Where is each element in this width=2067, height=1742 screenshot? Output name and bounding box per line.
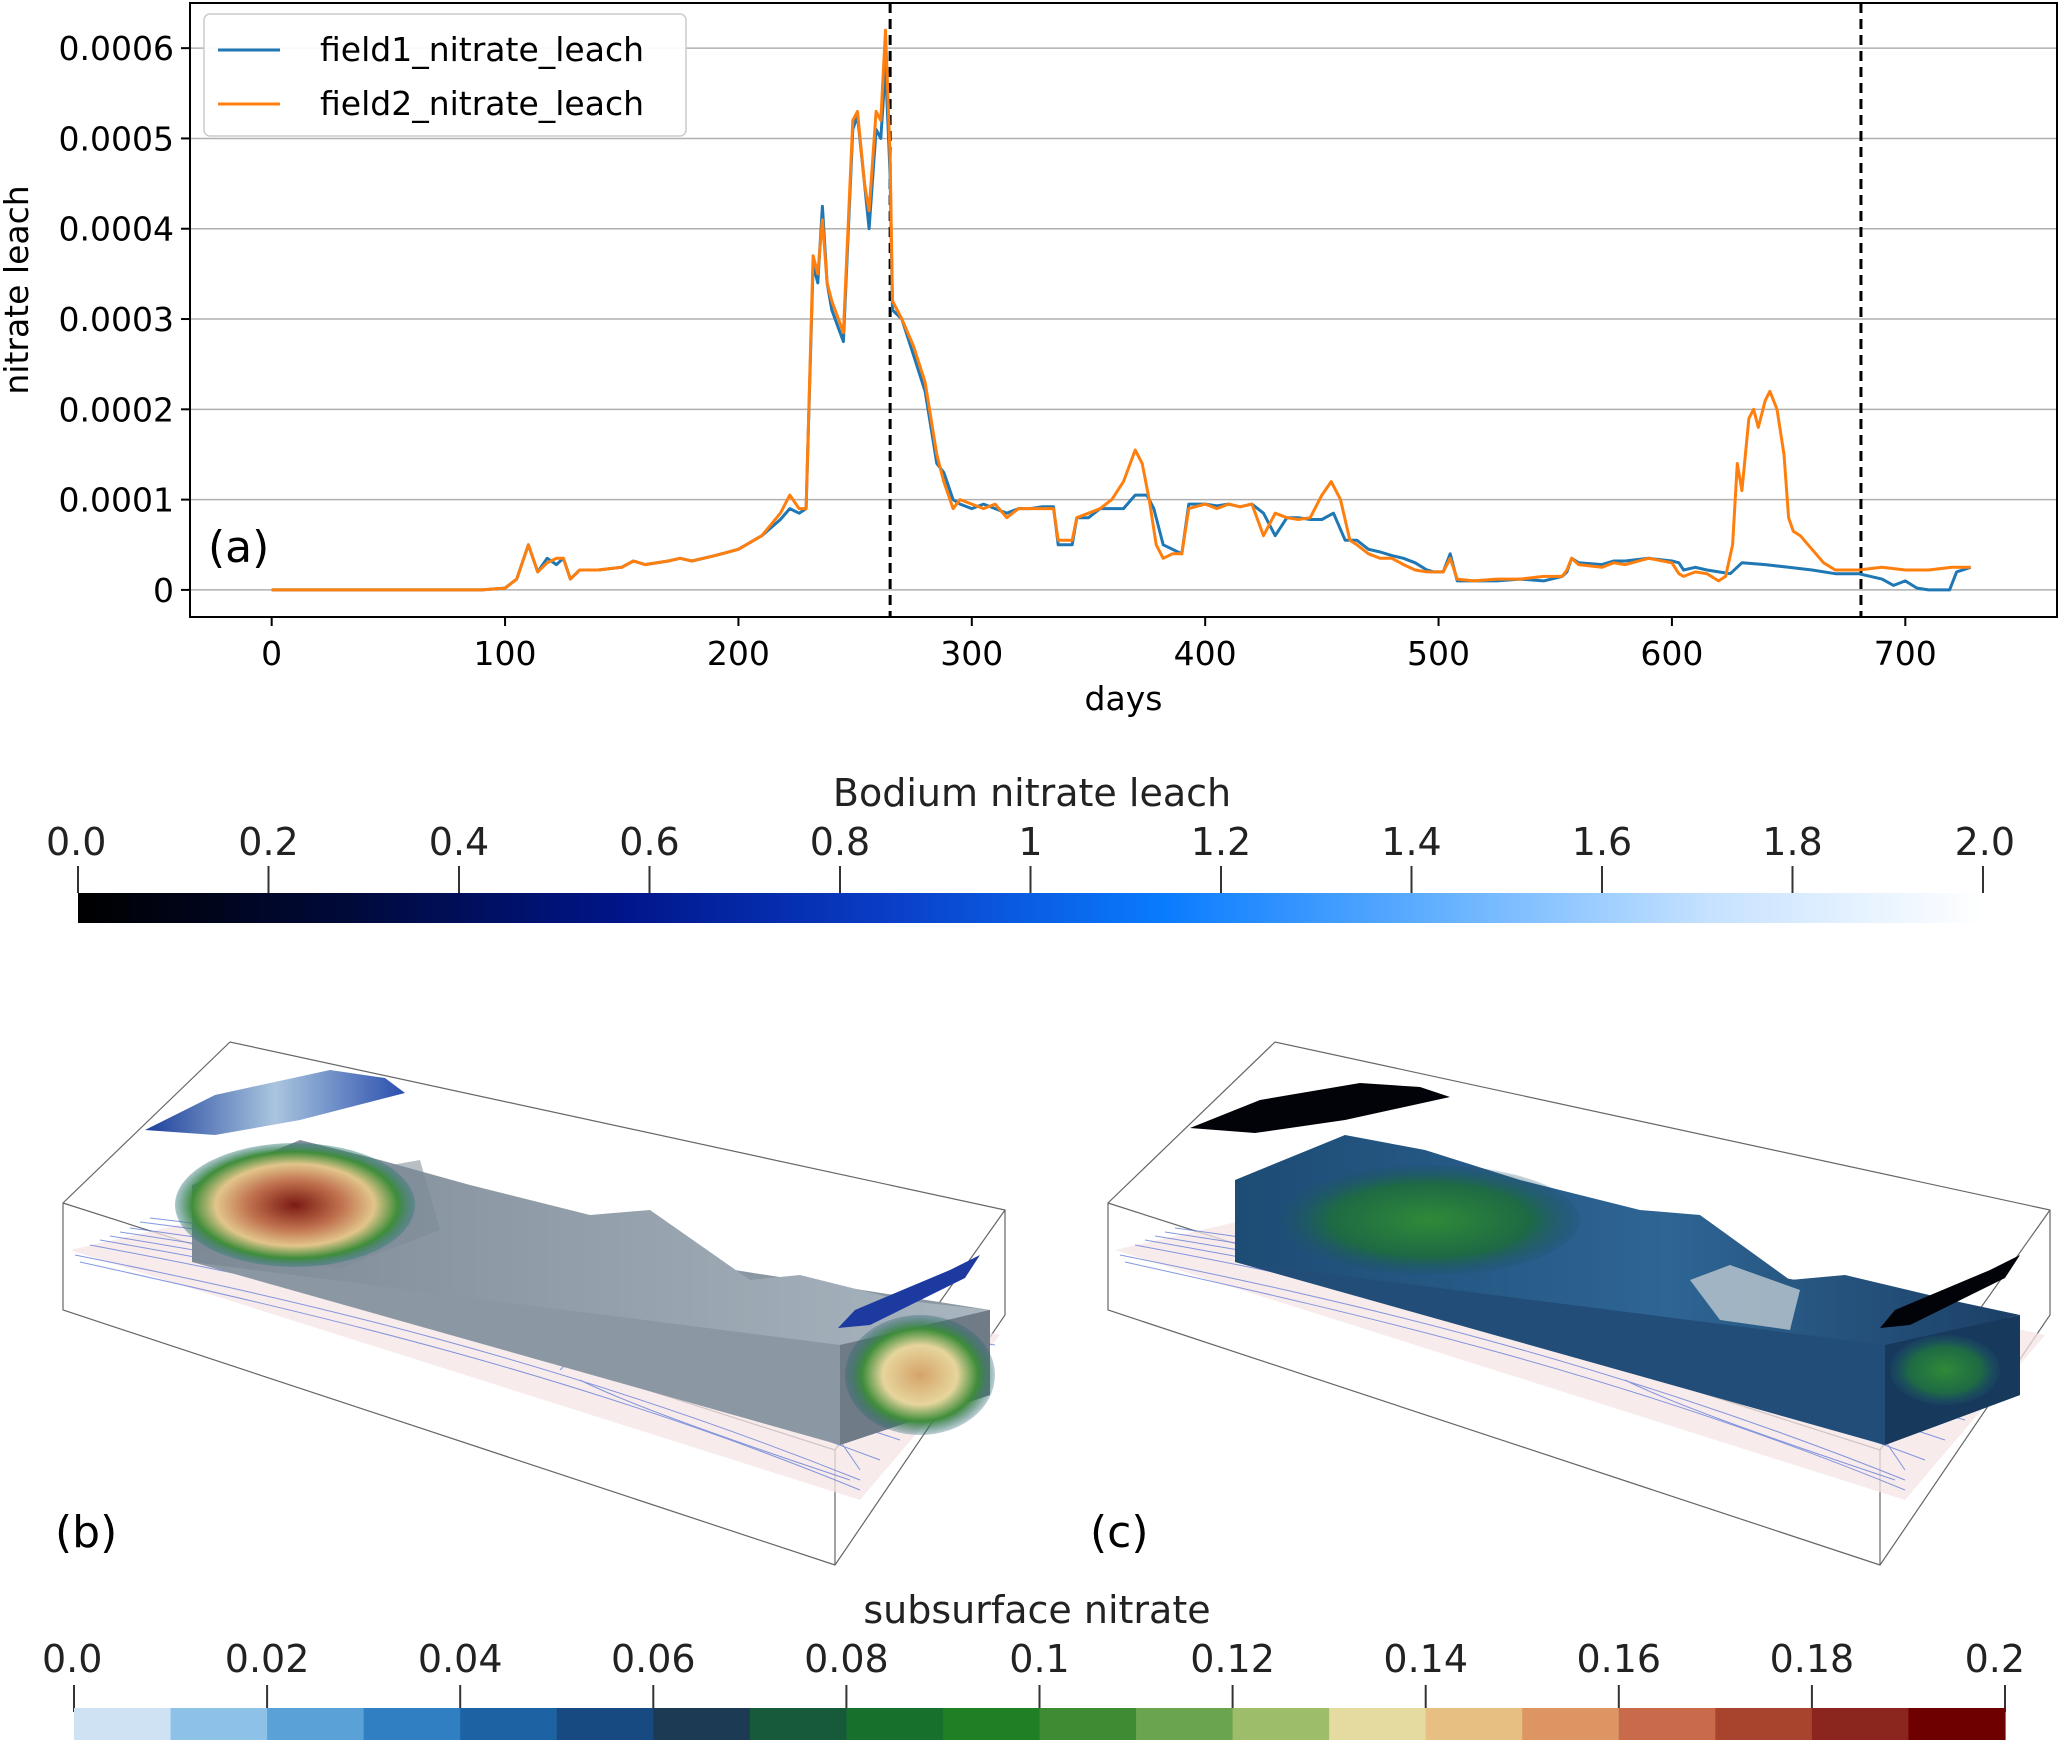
x-tick-label: 300: [940, 634, 1003, 673]
series-line-field2_nitrate_leach: [271, 28, 1971, 592]
x-tick-label: 0: [261, 634, 282, 673]
panel-c-surface-sheet-right: [1880, 1255, 2020, 1328]
panel-b-hotspot-right: [845, 1315, 995, 1435]
colorbar-bodium-tick-label: 0.6: [619, 820, 679, 864]
x-axis-ticks: 0 100 200 300 400 500 600 700: [261, 617, 1937, 673]
x-tick-label: 500: [1407, 634, 1470, 673]
colorbar-subsurface-band: [170, 1708, 268, 1740]
colorbar-bodium-tick-label: 0.0: [46, 820, 106, 864]
panel-c-green-zone-left: [1280, 1165, 1580, 1275]
x-tick-label: 200: [707, 634, 770, 673]
colorbar-bodium-tick-label: 1.6: [1572, 820, 1632, 864]
panel-b-3d-render: (b): [55, 1041, 1006, 1566]
y-tick-label: 0.0005: [59, 119, 174, 158]
colorbar-subsurface-band: [942, 1708, 1041, 1740]
colorbar-subsurface-band: [363, 1708, 461, 1740]
colorbar-subsurface-band: [1811, 1708, 1910, 1740]
colorbar-subsurface-tick-label: 0.12: [1190, 1637, 1275, 1681]
panel-b-hotspot-left: [175, 1143, 415, 1267]
panel-b-surface-sheet-left: [145, 1070, 405, 1135]
y-tick-label: 0.0001: [59, 481, 174, 520]
colorbar-subsurface-title: subsurface nitrate: [863, 1588, 1210, 1632]
x-tick-label: 600: [1640, 634, 1703, 673]
colorbar-subsurface-band: [1908, 1708, 2006, 1740]
colorbar-subsurface-band: [1715, 1708, 1813, 1740]
legend: field1_nitrate_leach field2_nitrate_leac…: [203, 13, 687, 137]
colorbar-bodium-tick-label: 1.4: [1381, 820, 1441, 864]
colorbar-subsurface-tick-label: 0.2: [1965, 1637, 2025, 1681]
colorbar-subsurface-tick-label: 0.06: [611, 1637, 696, 1681]
colorbar-subsurface-band: [1329, 1708, 1427, 1740]
colorbar-subsurface-ticks: 0.0 0.02 0.04 0.06 0.08 0.1 0.12 0.14 0.16 0.18 0.…: [42, 1637, 2025, 1712]
y-tick-label: 0.0003: [59, 300, 174, 339]
colorbar-bodium-bar: [78, 893, 1983, 923]
colorbar-subsurface-bands: [74, 1708, 2006, 1740]
panel-b-surface-sheet-right: [838, 1255, 980, 1328]
panel-c-label: (c): [1090, 1507, 1149, 1558]
y-axis-ticks: 0 0.0001 0.0002 0.0003 0.0004 0.0005 0.0006: [59, 29, 190, 610]
x-axis-label: days: [1085, 679, 1163, 718]
series-layer: [271, 28, 1972, 592]
series-line-field1_nitrate_leach: [271, 64, 1972, 592]
legend-label-field2: field2_nitrate_leach: [320, 84, 644, 123]
colorbar-subsurface-band: [1425, 1708, 1523, 1740]
colorbar-subsurface-band: [749, 1708, 847, 1740]
colorbar-subsurface-tick-label: 0.18: [1770, 1637, 1855, 1681]
line-chart: 0 100 200 300 400 500 600 700 0 0.0001 0.0002 0.00…: [0, 2, 2058, 718]
colorbar-bodium-tick-label: 1: [1018, 820, 1042, 864]
colorbar-subsurface-tick-label: 0.0: [42, 1637, 102, 1681]
colorbar-subsurface-tick-label: 0.16: [1576, 1637, 1661, 1681]
colorbar-subsurface-tick-label: 0.04: [418, 1637, 503, 1681]
legend-label-field1: field1_nitrate_leach: [320, 30, 644, 69]
colorbar-subsurface-tick-label: 0.1: [1009, 1637, 1069, 1681]
colorbar-bodium-title: Bodium nitrate leach: [833, 771, 1231, 815]
colorbar-bodium-tick-label: 1.2: [1191, 820, 1251, 864]
colorbar-bodium-tick-label: 1.8: [1762, 820, 1822, 864]
colorbar-bodium-tick-label: 0.2: [238, 820, 298, 864]
colorbar-subsurface-band: [846, 1708, 944, 1740]
colorbar-subsurface-band: [1039, 1708, 1137, 1740]
colorbar-subsurface: subsurface nitrate 0.0 0.02 0.04 0.06 0.08 0.…: [42, 1588, 2025, 1740]
x-tick-label: 700: [1874, 634, 1937, 673]
colorbar-bodium-tick-label: 2.0: [1955, 820, 2015, 864]
y-tick-label: 0.0004: [59, 210, 174, 249]
dashed-vertical-lines: [888, 3, 1863, 617]
panel-c-3d-render: (c): [1090, 1041, 2051, 1566]
y-tick-label: 0.0006: [59, 29, 174, 68]
y-tick-label: 0: [153, 571, 174, 610]
colorbar-subsurface-band: [74, 1708, 172, 1740]
panel-a-label: (a): [208, 522, 269, 573]
panel-c-green-zone-right: [1890, 1335, 2000, 1405]
colorbar-bodium-ticks: 0.0 0.2 0.4 0.6 0.8 1 1.2 1.4 1.6 1.8 2.0: [46, 820, 2015, 893]
y-tick-label: 0.0002: [59, 390, 174, 429]
colorbar-subsurface-tick-label: 0.08: [804, 1637, 889, 1681]
colorbar-subsurface-band: [460, 1708, 558, 1740]
colorbar-bodium-tick-label: 0.8: [810, 820, 870, 864]
colorbar-subsurface-band: [556, 1708, 654, 1740]
colorbar-subsurface-band: [267, 1708, 365, 1740]
panel-c-surface-sheet-left: [1190, 1083, 1450, 1133]
colorbar-bodium: Bodium nitrate leach 0.0 0.2 0.4 0.6 0.8 1 1.2…: [46, 771, 2015, 923]
panel-c-slab-light-patch: [1690, 1265, 1800, 1330]
colorbar-subsurface-band: [1136, 1708, 1234, 1740]
y-axis-label: nitrate leach: [0, 185, 36, 394]
colorbar-subsurface-tick-label: 0.02: [225, 1637, 310, 1681]
x-tick-label: 100: [474, 634, 537, 673]
x-tick-label: 400: [1174, 634, 1237, 673]
colorbar-subsurface-band: [1522, 1708, 1620, 1740]
legend-box: [203, 13, 687, 137]
panel-b-label: (b): [55, 1507, 117, 1558]
colorbar-subsurface-band: [1618, 1708, 1716, 1740]
axes-frame: [189, 2, 2058, 618]
colorbar-bodium-tick-label: 0.4: [429, 820, 489, 864]
colorbar-subsurface-band: [653, 1708, 751, 1740]
colorbar-subsurface-band: [1232, 1708, 1330, 1740]
colorbar-subsurface-tick-label: 0.14: [1383, 1637, 1468, 1681]
